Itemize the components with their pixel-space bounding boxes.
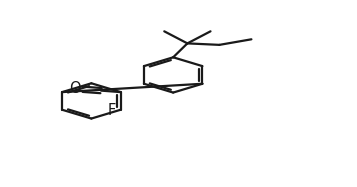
Text: F: F <box>108 103 116 118</box>
Text: O: O <box>69 81 80 96</box>
